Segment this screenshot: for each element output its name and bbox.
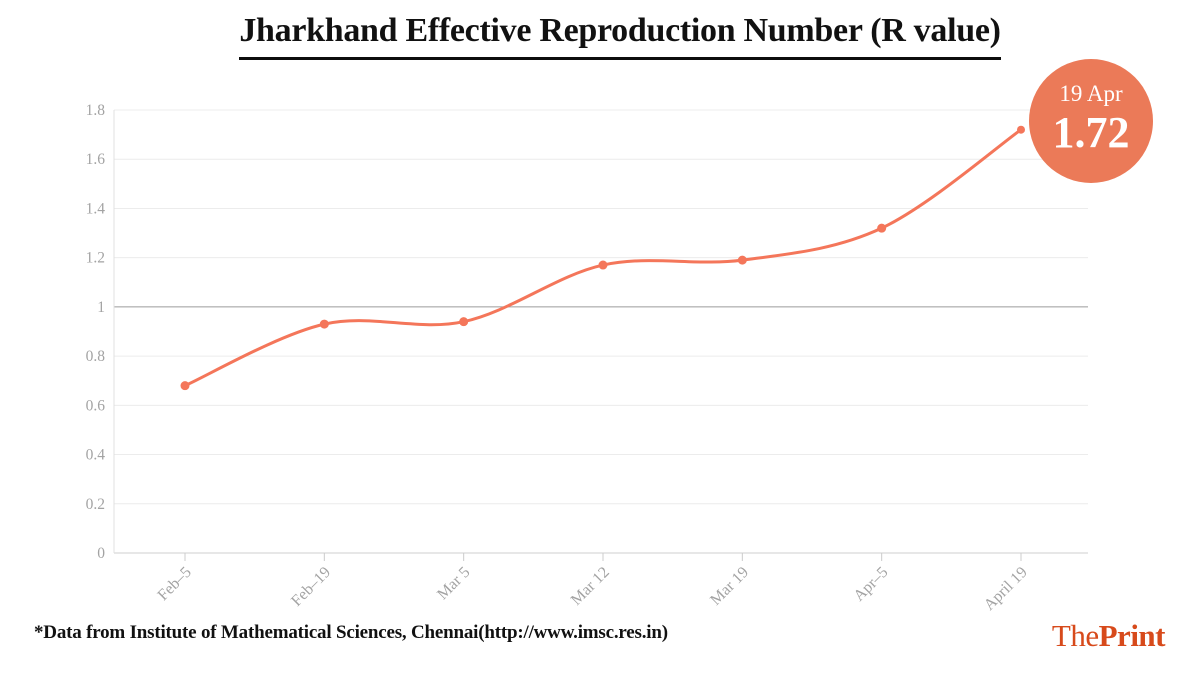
data-point-marker xyxy=(1017,125,1025,134)
theprint-logo-print: Print xyxy=(1098,618,1166,653)
theprint-logo-the: The xyxy=(1051,618,1099,653)
y-tick-label: 0 xyxy=(97,545,105,562)
chart-header: Jharkhand Effective Reproduction Number … xyxy=(40,12,1200,60)
y-tick-label: 1.6 xyxy=(86,151,106,168)
badge-value-label: 1.72 xyxy=(1052,107,1130,157)
data-point-marker xyxy=(877,223,887,233)
data-point-marker xyxy=(180,381,190,391)
x-tick-label: Mar 19 xyxy=(707,564,752,609)
x-tick-label: Mar 5 xyxy=(434,564,473,603)
y-tick-label: 1.2 xyxy=(86,250,105,267)
y-tick-label: 0.8 xyxy=(86,348,106,365)
data-point-marker xyxy=(598,260,608,270)
data-point-marker xyxy=(459,317,469,327)
x-tick-label: April 19 xyxy=(981,564,1031,614)
x-tick-label: Feb–19 xyxy=(288,564,334,610)
x-tick-label: Apr–5 xyxy=(851,564,892,605)
y-tick-label: 1 xyxy=(97,299,105,316)
y-tick-label: 0.4 xyxy=(86,447,106,464)
latest-value-badge: 19 Apr 1.72 xyxy=(1029,59,1153,183)
y-tick-label: 1.8 xyxy=(86,102,106,119)
theprint-logo: ThePrint xyxy=(1051,618,1166,654)
badge-date-label: 19 Apr xyxy=(1059,81,1123,106)
y-tick-label: 0.2 xyxy=(86,496,105,513)
y-tick-label: 0.6 xyxy=(86,397,106,414)
chart-title: Jharkhand Effective Reproduction Number … xyxy=(239,12,1001,60)
data-point-marker xyxy=(737,255,747,265)
data-point-marker xyxy=(319,319,329,329)
x-tick-label: Feb–5 xyxy=(155,564,195,604)
data-source-note: *Data from Institute of Mathematical Sci… xyxy=(34,622,668,643)
x-tick-label: Mar 12 xyxy=(568,564,613,609)
y-tick-label: 1.4 xyxy=(86,200,106,217)
